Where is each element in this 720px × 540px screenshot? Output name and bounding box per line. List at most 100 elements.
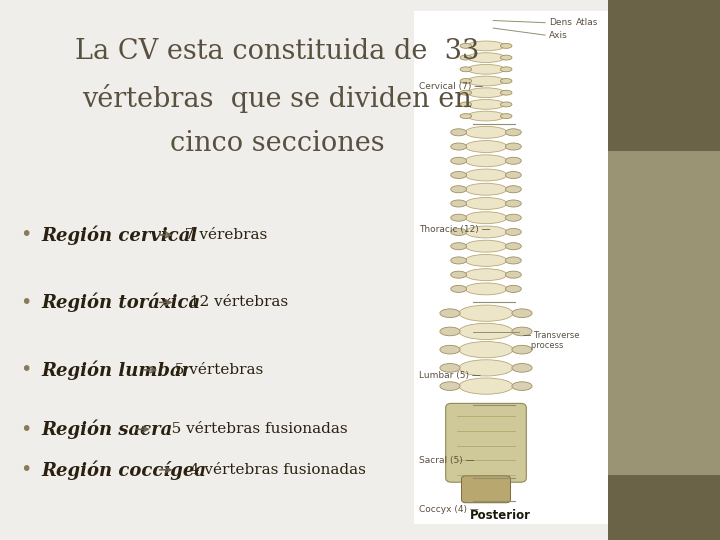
Text: Atlas: Atlas: [576, 18, 598, 27]
Ellipse shape: [505, 271, 521, 278]
Ellipse shape: [451, 172, 467, 179]
Ellipse shape: [512, 363, 532, 372]
Ellipse shape: [500, 113, 512, 118]
Ellipse shape: [440, 309, 460, 318]
Ellipse shape: [467, 53, 505, 63]
Ellipse shape: [465, 212, 507, 224]
Ellipse shape: [451, 157, 467, 164]
Ellipse shape: [460, 90, 472, 95]
Ellipse shape: [465, 155, 507, 167]
Ellipse shape: [440, 346, 460, 354]
Text: vértebras  que se dividen en: vértebras que se dividen en: [82, 84, 472, 113]
Text: Región sacra: Región sacra: [42, 420, 173, 439]
Text: 5 vértebras fusionadas: 5 vértebras fusionadas: [157, 422, 348, 436]
Ellipse shape: [465, 169, 507, 181]
Ellipse shape: [465, 183, 507, 195]
Ellipse shape: [505, 242, 521, 249]
Ellipse shape: [500, 55, 512, 60]
Text: Región lumbar: Región lumbar: [42, 360, 192, 380]
Ellipse shape: [459, 305, 513, 321]
Ellipse shape: [465, 269, 507, 281]
Ellipse shape: [459, 378, 513, 394]
Ellipse shape: [451, 129, 467, 136]
Text: 4 vértebras fusionadas: 4 vértebras fusionadas: [180, 463, 366, 477]
Text: Lumbar (5) —: Lumbar (5) —: [419, 371, 481, 380]
Ellipse shape: [459, 323, 513, 340]
Bar: [608, 0, 720, 540]
Ellipse shape: [440, 363, 460, 372]
Text: •: •: [20, 293, 32, 312]
Ellipse shape: [451, 285, 467, 292]
Ellipse shape: [505, 228, 521, 235]
Ellipse shape: [512, 346, 532, 354]
Ellipse shape: [512, 327, 532, 336]
Ellipse shape: [500, 43, 512, 48]
Text: 12 vértebras: 12 vértebras: [180, 295, 288, 309]
Ellipse shape: [460, 67, 472, 72]
Ellipse shape: [451, 200, 467, 207]
Ellipse shape: [465, 126, 507, 138]
Ellipse shape: [505, 257, 521, 264]
Ellipse shape: [505, 200, 521, 207]
Text: Dens: Dens: [549, 18, 572, 27]
Ellipse shape: [460, 102, 472, 107]
Ellipse shape: [500, 78, 512, 83]
Ellipse shape: [467, 111, 505, 121]
Text: 7 vérebras: 7 vérebras: [180, 228, 267, 242]
Ellipse shape: [451, 271, 467, 278]
Ellipse shape: [467, 88, 505, 98]
Ellipse shape: [505, 143, 521, 150]
Ellipse shape: [460, 113, 472, 118]
Text: Coccyx (4) —: Coccyx (4) —: [419, 505, 479, 514]
FancyBboxPatch shape: [462, 476, 510, 503]
Text: •: •: [20, 225, 32, 245]
Ellipse shape: [451, 143, 467, 150]
Ellipse shape: [465, 283, 507, 295]
Ellipse shape: [467, 41, 505, 51]
Ellipse shape: [460, 55, 472, 60]
Ellipse shape: [512, 309, 532, 318]
Text: Axis: Axis: [549, 31, 567, 39]
Ellipse shape: [440, 327, 460, 336]
Ellipse shape: [505, 157, 521, 164]
Ellipse shape: [440, 382, 460, 390]
FancyBboxPatch shape: [446, 403, 526, 482]
Ellipse shape: [467, 64, 505, 74]
Text: Región toráxica: Región toráxica: [42, 293, 201, 312]
Ellipse shape: [465, 254, 507, 266]
Text: — Transverse
   process: — Transverse process: [523, 330, 579, 350]
Text: Región coccígea: Región coccígea: [42, 460, 207, 480]
Ellipse shape: [451, 257, 467, 264]
Ellipse shape: [505, 214, 521, 221]
Ellipse shape: [451, 214, 467, 221]
Text: Thoracic (12) —: Thoracic (12) —: [419, 225, 490, 234]
Ellipse shape: [465, 198, 507, 210]
Ellipse shape: [500, 67, 512, 72]
Ellipse shape: [505, 285, 521, 292]
Ellipse shape: [460, 43, 472, 48]
Text: •: •: [20, 460, 32, 480]
Ellipse shape: [500, 90, 512, 95]
Ellipse shape: [460, 78, 472, 83]
Ellipse shape: [459, 360, 513, 376]
Ellipse shape: [459, 342, 513, 357]
Text: Cervical (7) —: Cervical (7) —: [419, 82, 483, 91]
Ellipse shape: [505, 172, 521, 179]
Text: 5 vértebras: 5 vértebras: [165, 363, 263, 377]
Ellipse shape: [467, 99, 505, 109]
Bar: [608, 151, 720, 475]
Ellipse shape: [465, 226, 507, 238]
Bar: [414, 11, 608, 524]
Text: •: •: [20, 420, 32, 439]
Text: Posterior: Posterior: [470, 509, 531, 522]
Ellipse shape: [505, 129, 521, 136]
Text: •: •: [20, 360, 32, 380]
Ellipse shape: [451, 186, 467, 193]
Ellipse shape: [500, 102, 512, 107]
Ellipse shape: [465, 240, 507, 252]
Ellipse shape: [505, 186, 521, 193]
Ellipse shape: [467, 76, 505, 86]
Text: Sacral (5) —: Sacral (5) —: [419, 456, 474, 464]
Bar: [0, 0, 608, 540]
Ellipse shape: [465, 140, 507, 152]
